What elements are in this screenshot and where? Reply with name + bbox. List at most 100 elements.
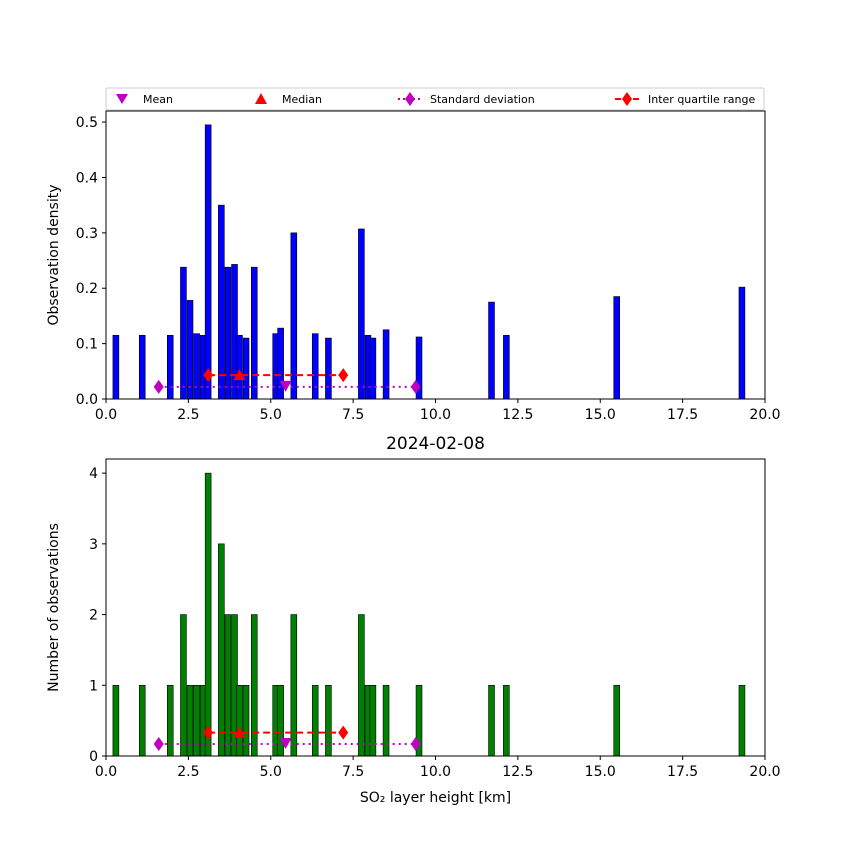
histogram-bar: [382, 329, 390, 400]
histogram-bar: [218, 543, 225, 757]
histogram-bar: [613, 684, 620, 757]
histogram-bar: [236, 335, 243, 400]
iqr-diamond-marker: [338, 368, 349, 383]
y-tick-label: 2: [89, 608, 98, 624]
x-tick-label: 7.5: [342, 407, 364, 423]
histogram-bar: [166, 684, 174, 757]
y-tick-label: 0.0: [76, 392, 98, 408]
legend-label-iqr: Inter quartile range: [648, 93, 755, 106]
histogram-bar: [311, 333, 319, 400]
legend: Mean Median Standard deviation Inter qua…: [105, 87, 765, 111]
x-tick-label: 12.5: [502, 407, 533, 423]
histogram-bar: [166, 335, 174, 400]
legend-item-iqr: Inter quartile range: [615, 92, 755, 106]
histogram-bar: [242, 337, 250, 400]
std-diamond-marker: [153, 736, 164, 751]
histogram-bar: [138, 684, 146, 757]
histogram-bar: [180, 266, 187, 400]
x-tick-label: 17.5: [667, 764, 698, 780]
diamond-icon: [405, 92, 415, 106]
x-tick-label: 10.0: [420, 407, 451, 423]
iqr-diamond-marker: [203, 368, 214, 383]
x-tick-label: 10.0: [420, 764, 451, 780]
median-marker: [233, 726, 246, 738]
std-diamond-marker: [410, 736, 421, 751]
count-histogram-panel: 0.0 2.5 5.0 7.5 10.0 12.5 15.0 17.5 20.0 0 1 2 3 4 Num…: [46, 434, 781, 806]
plot-area: [106, 111, 765, 399]
legend-label-median: Median: [282, 93, 322, 106]
plot-area: [106, 459, 765, 756]
histogram-bar: [369, 684, 377, 757]
histogram-bar: [325, 337, 332, 400]
histogram-bar: [503, 684, 510, 757]
y-tick-label: 3: [89, 537, 98, 553]
y-tick-label: 0: [89, 749, 98, 765]
x-axis-label: SO₂ layer height [km]: [360, 790, 511, 806]
histogram-bar: [277, 327, 284, 400]
histogram-bar: [242, 684, 250, 757]
x-tick-label: 20.0: [749, 407, 780, 423]
x-tick-label: 12.5: [502, 764, 533, 780]
histogram-bar: [193, 333, 200, 400]
histogram-bar: [251, 614, 258, 757]
histogram-bar: [186, 300, 194, 400]
histogram-bar: [488, 301, 495, 400]
y-tick-label: 1: [89, 678, 98, 694]
legend-item-std: Standard deviation: [398, 92, 535, 106]
histogram-bar: [503, 335, 510, 400]
histogram-bar: [738, 286, 746, 400]
histogram-bar: [325, 684, 332, 757]
histogram-bar: [613, 296, 620, 400]
y-tick-label: 0.5: [76, 115, 98, 131]
histogram-bar: [358, 228, 365, 400]
histogram-bar: [112, 684, 120, 757]
histogram-bar: [358, 614, 365, 757]
histogram-bar: [193, 684, 200, 757]
y-axis-label: Observation density: [46, 184, 62, 325]
histogram-bar: [290, 232, 298, 400]
histogram-bar: [738, 684, 746, 757]
histogram-bar: [218, 204, 225, 400]
histogram-bar: [186, 684, 194, 757]
median-marker: [233, 369, 246, 381]
legend-item-mean: Mean: [116, 93, 173, 106]
histogram-bar: [251, 266, 258, 400]
y-tick-label: 4: [89, 466, 98, 482]
triangle-up-icon: [255, 93, 267, 104]
std-diamond-marker: [410, 379, 421, 394]
histogram-bar: [369, 337, 377, 400]
x-tick-label: 5.0: [260, 764, 282, 780]
x-tick-label: 5.0: [260, 407, 282, 423]
y-tick-label: 0.1: [76, 337, 98, 353]
histogram-bar: [277, 684, 284, 757]
histogram-bar: [224, 614, 232, 757]
mean-marker: [279, 380, 292, 392]
x-tick-label: 2.5: [177, 407, 199, 423]
histogram-bar: [204, 124, 212, 400]
triangle-down-icon: [116, 94, 128, 104]
histogram-bar: [204, 472, 212, 757]
panel-title: 2024-02-08: [386, 434, 485, 454]
x-tick-label: 15.0: [585, 764, 616, 780]
x-tick-label: 7.5: [342, 764, 364, 780]
y-axis-label: Number of observations: [46, 523, 62, 692]
x-tick-label: 0.0: [95, 764, 117, 780]
histogram-bar: [236, 684, 243, 757]
x-tick-label: 20.0: [749, 764, 780, 780]
iqr-diamond-marker: [338, 725, 349, 740]
histogram-bar: [488, 684, 495, 757]
legend-label-mean: Mean: [143, 93, 173, 106]
y-tick-label: 0.4: [76, 170, 98, 186]
histogram-bar: [112, 335, 120, 400]
legend-frame: [105, 87, 765, 111]
x-tick-label: 0.0: [95, 407, 117, 423]
histogram-bar: [180, 614, 187, 757]
x-tick-label: 15.0: [585, 407, 616, 423]
histogram-bar: [382, 684, 390, 757]
x-tick-label: 17.5: [667, 407, 698, 423]
x-tick-label: 2.5: [177, 764, 199, 780]
diamond-icon: [622, 92, 632, 106]
legend-item-median: Median: [255, 93, 322, 106]
density-histogram-panel: 0.0 2.5 5.0 7.5 10.0 12.5 15.0 17.5 20.0 0.0 0.1 0.…: [46, 110, 781, 423]
legend-label-std: Standard deviation: [430, 93, 535, 106]
